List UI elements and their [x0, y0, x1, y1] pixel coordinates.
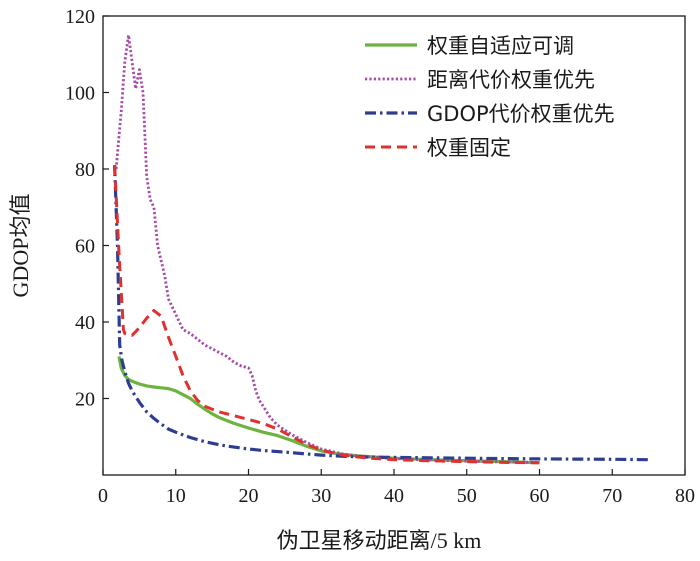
x-tick-label: 0: [98, 485, 108, 507]
axis-ticks: [102, 15, 686, 475]
legend-label-2: 距离代价权重优先: [427, 68, 595, 92]
series-line-4: [113, 165, 540, 465]
x-tick-label: 10: [166, 485, 186, 507]
series-layer: [113, 33, 649, 465]
y-tick-label: 40: [75, 312, 95, 334]
x-tick-label: 30: [311, 485, 331, 507]
x-axis-title: 伪卫星移动距离/5 km: [277, 528, 482, 553]
series-line-2: [114, 33, 540, 464]
y-tick-label: 80: [75, 159, 95, 181]
y-tick-label: 20: [75, 389, 95, 411]
x-tick-label: 20: [239, 485, 259, 507]
tick-labels: 0 10 20 30 40 50 60 70 80 20 40 60 80 100 120: [65, 6, 695, 507]
y-tick-label: 100: [65, 83, 95, 105]
x-tick-label: 40: [384, 485, 404, 507]
series-line-3: [113, 165, 649, 462]
x-tick-label: 50: [457, 485, 477, 507]
legend-label-4: 权重固定: [427, 136, 511, 160]
legend-label-1: 权重自适应可调: [427, 34, 574, 58]
x-tick-label: 70: [602, 485, 622, 507]
y-tick-label: 120: [65, 6, 95, 28]
plot-frame: [102, 15, 686, 476]
legend-label-3: GDOP代价权重优先: [427, 102, 615, 126]
y-axis-title: GDOP均值: [8, 194, 33, 298]
y-tick-label: 60: [75, 236, 95, 258]
x-tick-label: 60: [530, 485, 550, 507]
x-tick-label: 80: [675, 485, 695, 507]
